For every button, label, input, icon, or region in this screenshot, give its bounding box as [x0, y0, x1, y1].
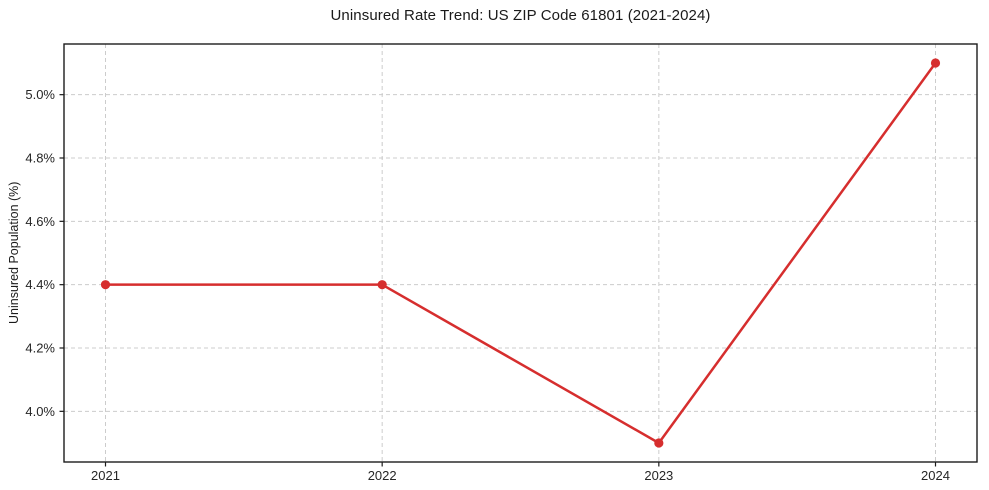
trend-line: [104, 61, 937, 445]
y-tick-label: 4.4%: [25, 277, 55, 292]
x-tick-label: 2022: [368, 468, 397, 483]
data-point-marker: [377, 280, 387, 290]
y-tick-label: 4.2%: [25, 341, 55, 356]
x-tick-label: 2024: [921, 468, 950, 483]
data-point-marker: [930, 58, 941, 68]
plot-border: [63, 43, 978, 463]
chart-title: Uninsured Rate Trend: US ZIP Code 61801 …: [330, 7, 711, 24]
y-tick-label: 4.8%: [25, 151, 55, 166]
y-tick-label: 4.6%: [25, 214, 55, 229]
y-tick-label: 4.0%: [25, 404, 55, 419]
data-point-marker: [654, 438, 664, 448]
x-tick-label: 2021: [91, 468, 120, 483]
data-point-marker: [100, 280, 111, 290]
x-tick-label: 2023: [644, 468, 673, 483]
y-tick-label: 5.0%: [25, 87, 55, 102]
